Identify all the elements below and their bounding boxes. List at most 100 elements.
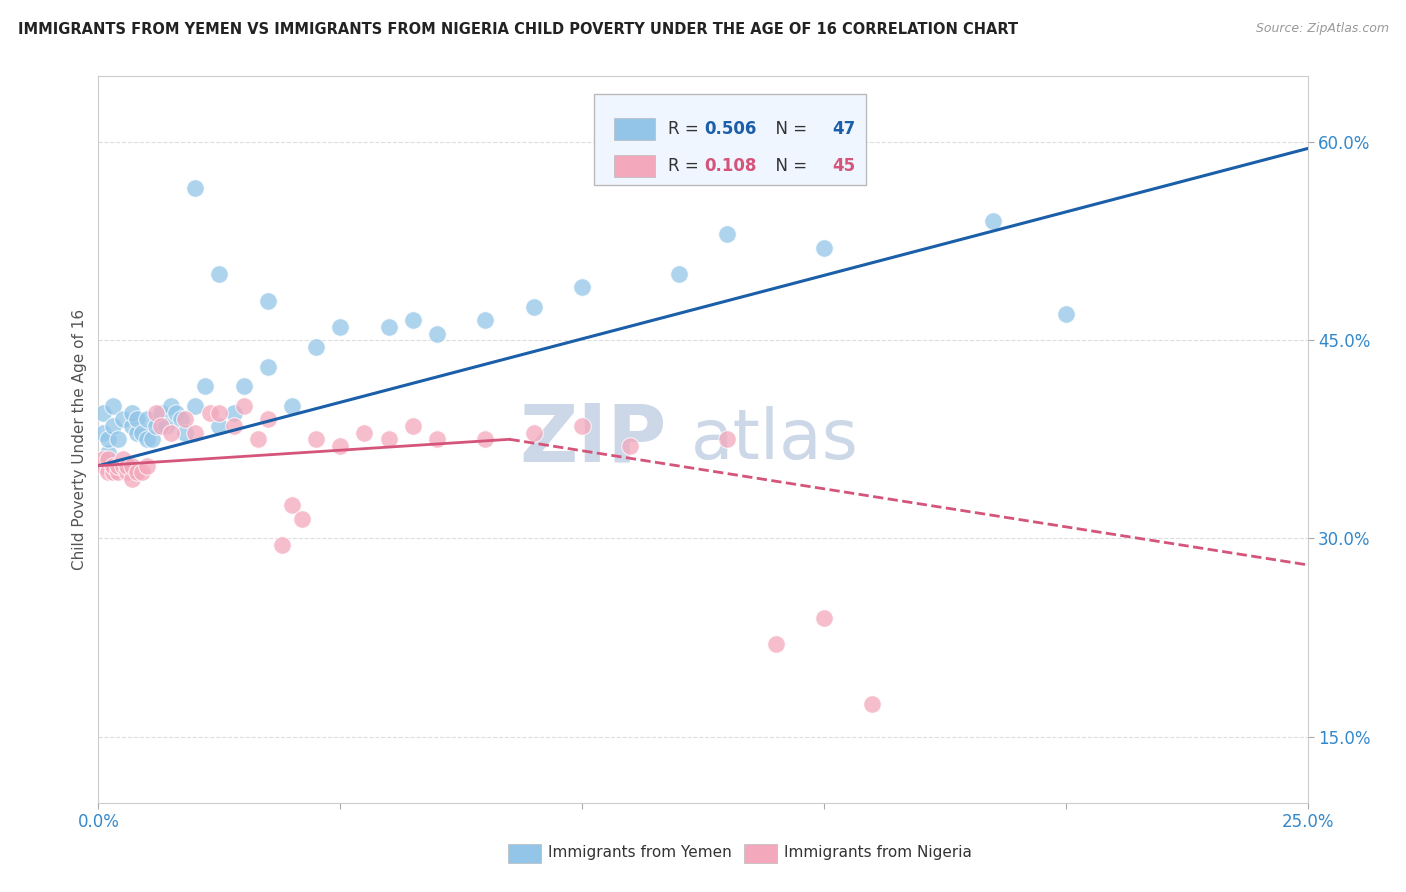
Point: [305, 340, 328, 354]
Text: R =: R =: [668, 157, 704, 175]
Point: [208, 406, 231, 420]
Point: [571, 280, 593, 294]
Point: [668, 267, 690, 281]
Point: [256, 412, 278, 426]
Point: [91, 458, 114, 473]
Text: 0.108: 0.108: [704, 157, 756, 175]
Point: [426, 433, 449, 447]
FancyBboxPatch shape: [595, 94, 866, 185]
Point: [290, 511, 312, 525]
Text: N =: N =: [765, 120, 813, 138]
Point: [256, 359, 278, 374]
Point: [353, 425, 375, 440]
Point: [141, 433, 163, 447]
FancyBboxPatch shape: [744, 844, 776, 863]
Point: [131, 425, 153, 440]
Point: [222, 419, 245, 434]
Point: [232, 379, 254, 393]
Point: [281, 499, 304, 513]
Point: [91, 452, 114, 467]
Point: [117, 458, 139, 473]
Text: 0.506: 0.506: [704, 120, 756, 138]
Point: [121, 419, 143, 434]
Point: [111, 412, 134, 426]
Point: [174, 425, 197, 440]
Point: [101, 466, 124, 480]
Point: [145, 419, 167, 434]
Text: Source: ZipAtlas.com: Source: ZipAtlas.com: [1256, 22, 1389, 36]
Point: [329, 439, 352, 453]
Point: [474, 313, 496, 327]
Y-axis label: Child Poverty Under the Age of 16: Child Poverty Under the Age of 16: [72, 309, 87, 570]
Point: [619, 439, 641, 453]
Point: [174, 412, 197, 426]
Point: [232, 399, 254, 413]
Point: [208, 267, 231, 281]
Text: IMMIGRANTS FROM YEMEN VS IMMIGRANTS FROM NIGERIA CHILD POVERTY UNDER THE AGE OF : IMMIGRANTS FROM YEMEN VS IMMIGRANTS FROM…: [18, 22, 1018, 37]
FancyBboxPatch shape: [509, 844, 541, 863]
Point: [97, 452, 120, 467]
Point: [117, 466, 139, 480]
Point: [571, 419, 593, 434]
Point: [256, 293, 278, 308]
Point: [107, 458, 129, 473]
Point: [198, 406, 221, 420]
Text: 45: 45: [832, 157, 855, 175]
Point: [150, 406, 173, 420]
Point: [131, 466, 153, 480]
Text: Immigrants from Yemen: Immigrants from Yemen: [548, 846, 733, 861]
Point: [474, 433, 496, 447]
Point: [121, 472, 143, 486]
Point: [281, 399, 304, 413]
Point: [135, 458, 157, 473]
Point: [981, 214, 1004, 228]
Point: [101, 399, 124, 413]
Point: [184, 399, 207, 413]
Point: [135, 412, 157, 426]
Point: [426, 326, 449, 341]
Text: 47: 47: [832, 120, 856, 138]
Point: [127, 425, 149, 440]
Point: [127, 466, 149, 480]
Point: [150, 419, 173, 434]
Point: [165, 406, 187, 420]
Point: [271, 538, 294, 552]
Point: [523, 425, 546, 440]
Point: [97, 445, 120, 459]
Text: R =: R =: [668, 120, 704, 138]
Point: [91, 425, 114, 440]
Point: [91, 406, 114, 420]
Point: [97, 433, 120, 447]
Point: [247, 433, 270, 447]
Text: Immigrants from Nigeria: Immigrants from Nigeria: [785, 846, 972, 861]
Point: [1054, 307, 1077, 321]
Point: [194, 379, 217, 393]
Point: [184, 425, 207, 440]
Point: [716, 433, 738, 447]
Point: [121, 458, 143, 473]
Point: [111, 452, 134, 467]
Point: [402, 419, 425, 434]
Point: [184, 181, 207, 195]
Point: [208, 419, 231, 434]
Point: [145, 406, 167, 420]
Point: [155, 419, 177, 434]
Point: [127, 412, 149, 426]
Point: [523, 300, 546, 314]
Point: [135, 433, 157, 447]
Point: [111, 458, 134, 473]
Point: [169, 412, 191, 426]
Point: [716, 227, 738, 242]
Point: [377, 433, 399, 447]
Point: [305, 433, 328, 447]
Point: [860, 697, 883, 711]
FancyBboxPatch shape: [613, 119, 655, 140]
Text: ZIP: ZIP: [519, 401, 666, 478]
Point: [101, 419, 124, 434]
Point: [329, 320, 352, 334]
Point: [107, 466, 129, 480]
Point: [222, 406, 245, 420]
Point: [813, 611, 835, 625]
Point: [121, 406, 143, 420]
Point: [160, 399, 183, 413]
